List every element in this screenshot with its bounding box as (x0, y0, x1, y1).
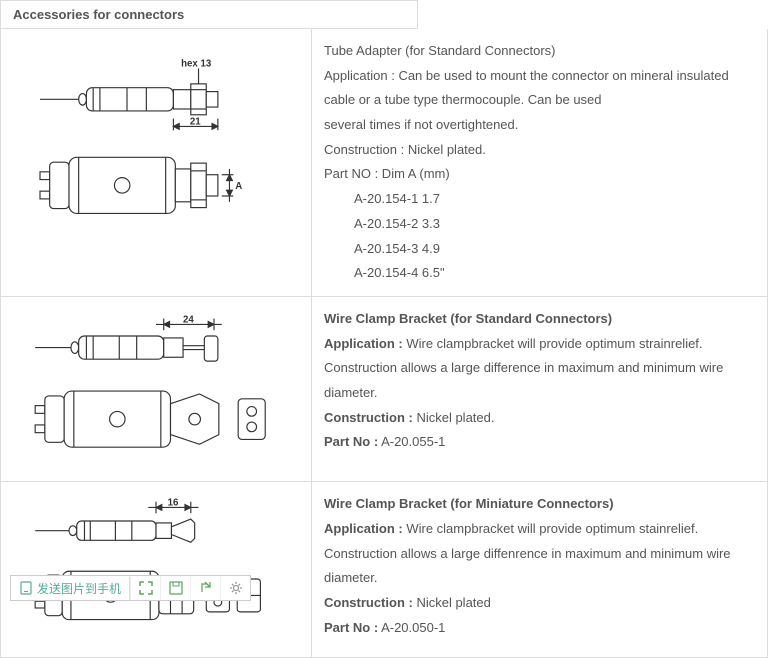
description-cell: Tube Adapter (for Standard Connectors) A… (311, 29, 767, 296)
construction-line: Construction : Nickel plated. (324, 138, 755, 163)
expand-button[interactable] (130, 576, 160, 600)
table-row: 24 (0, 297, 768, 482)
partno-line: Part No : A-20.050-1 (324, 616, 755, 641)
description-cell: Wire Clamp Bracket (for Standard Connect… (311, 297, 767, 481)
partno-line: Part NO : Dim A (mm) (324, 162, 755, 187)
send-icon (19, 581, 33, 595)
table-row: 16 (0, 482, 768, 658)
part-item: A-20.154-2 3.3 (324, 212, 755, 237)
part-item: A-20.154-3 4.9 (324, 237, 755, 262)
partno-line: Part No : A-20.055-1 (324, 430, 755, 455)
part-item: A-20.154-1 1.7 (324, 187, 755, 212)
table-row: hex 13 21 A (0, 29, 768, 297)
application-line: Application : Wire clampbracket will pro… (324, 517, 755, 591)
gear-icon (229, 581, 243, 595)
svg-text:16: 16 (168, 498, 179, 509)
construction-line: Construction : Nickel plated. (324, 406, 755, 431)
wire-clamp-std-diagram: 24 (11, 307, 301, 471)
diagram-cell: 24 (1, 297, 311, 481)
share-icon (199, 581, 213, 595)
share-button[interactable] (190, 576, 220, 600)
svg-text:hex 13: hex 13 (181, 59, 212, 70)
application-line2: several times if not overtightened. (324, 113, 755, 138)
construction-line: Construction : Nickel plated (324, 591, 755, 616)
product-title: Wire Clamp Bracket (for Standard Connect… (324, 307, 755, 332)
svg-text:21: 21 (190, 117, 201, 128)
product-title: Wire Clamp Bracket (for Miniature Connec… (324, 492, 755, 517)
tube-adapter-diagram: hex 13 21 A (11, 51, 301, 273)
image-toolbar: 发送图片到手机 (10, 575, 251, 601)
save-button[interactable] (160, 576, 190, 600)
wire-clamp-mini-diagram: 16 (11, 492, 301, 647)
send-label: 发送图片到手机 (37, 580, 121, 597)
settings-button[interactable] (220, 576, 250, 600)
table-header: Accessories for connectors (0, 0, 418, 29)
application-line: Application : Can be used to mount the c… (324, 64, 755, 113)
svg-text:24: 24 (183, 314, 194, 325)
expand-icon (139, 581, 153, 595)
send-to-phone-button[interactable]: 发送图片到手机 (11, 577, 130, 600)
application-line: Application : Wire clampbracket will pro… (324, 332, 755, 406)
product-title: Tube Adapter (for Standard Connectors) (324, 39, 755, 64)
svg-text:A: A (235, 181, 242, 192)
part-item: A-20.154-4 6.5" (324, 261, 755, 286)
save-icon (169, 581, 183, 595)
diagram-cell: 16 (1, 482, 311, 657)
diagram-cell: hex 13 21 A (1, 29, 311, 296)
description-cell: Wire Clamp Bracket (for Miniature Connec… (311, 482, 767, 657)
